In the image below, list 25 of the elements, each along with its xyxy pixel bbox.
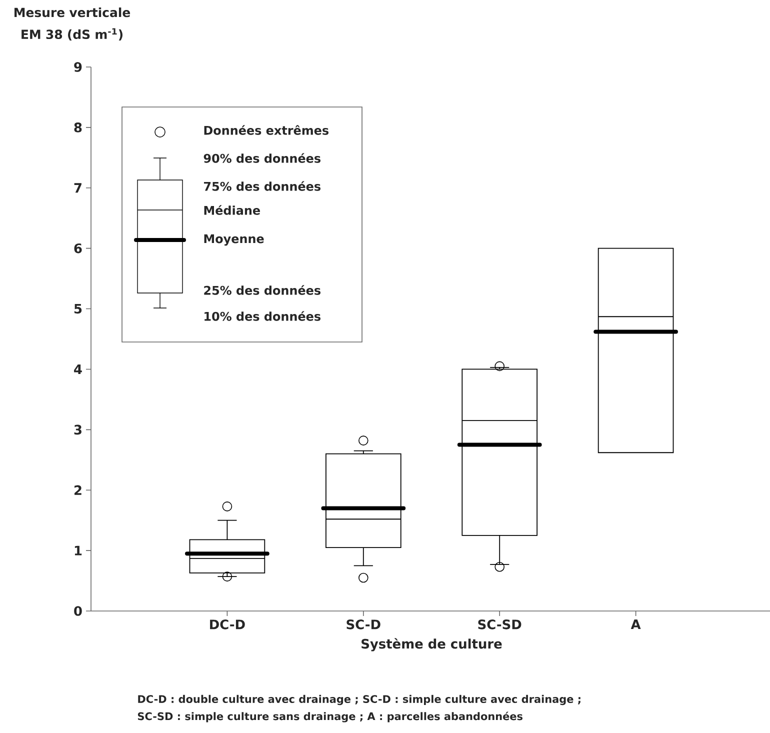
x-tick-label: SC-SD <box>478 620 522 630</box>
annotation: 10% des données <box>204 311 320 321</box>
text: SC-SD : simple culture sans drainage ; A : parcelles abandonnées <box>138 712 522 722</box>
annotation: Données extrêmes <box>204 125 328 135</box>
y-tick-label: 9 <box>74 62 82 72</box>
y-tick-label: 1 <box>74 546 82 556</box>
annotation: 25% des données <box>204 285 320 295</box>
y-tick-label: 2 <box>74 485 82 495</box>
annotation: 75% des données <box>204 181 320 191</box>
x-tick-label: A <box>630 620 641 629</box>
y-tick-label: 7 <box>74 183 82 193</box>
y-axis-title: Mesure verticale EM 38 (dS m$^{-1}$) <box>14 8 130 41</box>
text: DC-D : double culture avec drainage ; SC-D : simple culture avec drainage ; <box>138 694 580 706</box>
x-tick-label: SC-D <box>346 620 380 630</box>
annotation: 90% des données <box>204 153 320 163</box>
y-tick-label: 0 <box>74 606 82 616</box>
y-tick-label: 3 <box>74 424 82 435</box>
x-tick-label: DC-D <box>210 620 245 630</box>
y-tick-label: 8 <box>74 122 82 132</box>
y-tick-label: 6 <box>74 243 82 254</box>
annotation: Médiane <box>204 205 260 215</box>
y-tick-label: 4 <box>74 364 82 374</box>
annotation: Moyenne <box>204 234 264 246</box>
x-axis-title: Système de culture <box>362 638 502 652</box>
y-tick-label: 5 <box>74 304 82 314</box>
